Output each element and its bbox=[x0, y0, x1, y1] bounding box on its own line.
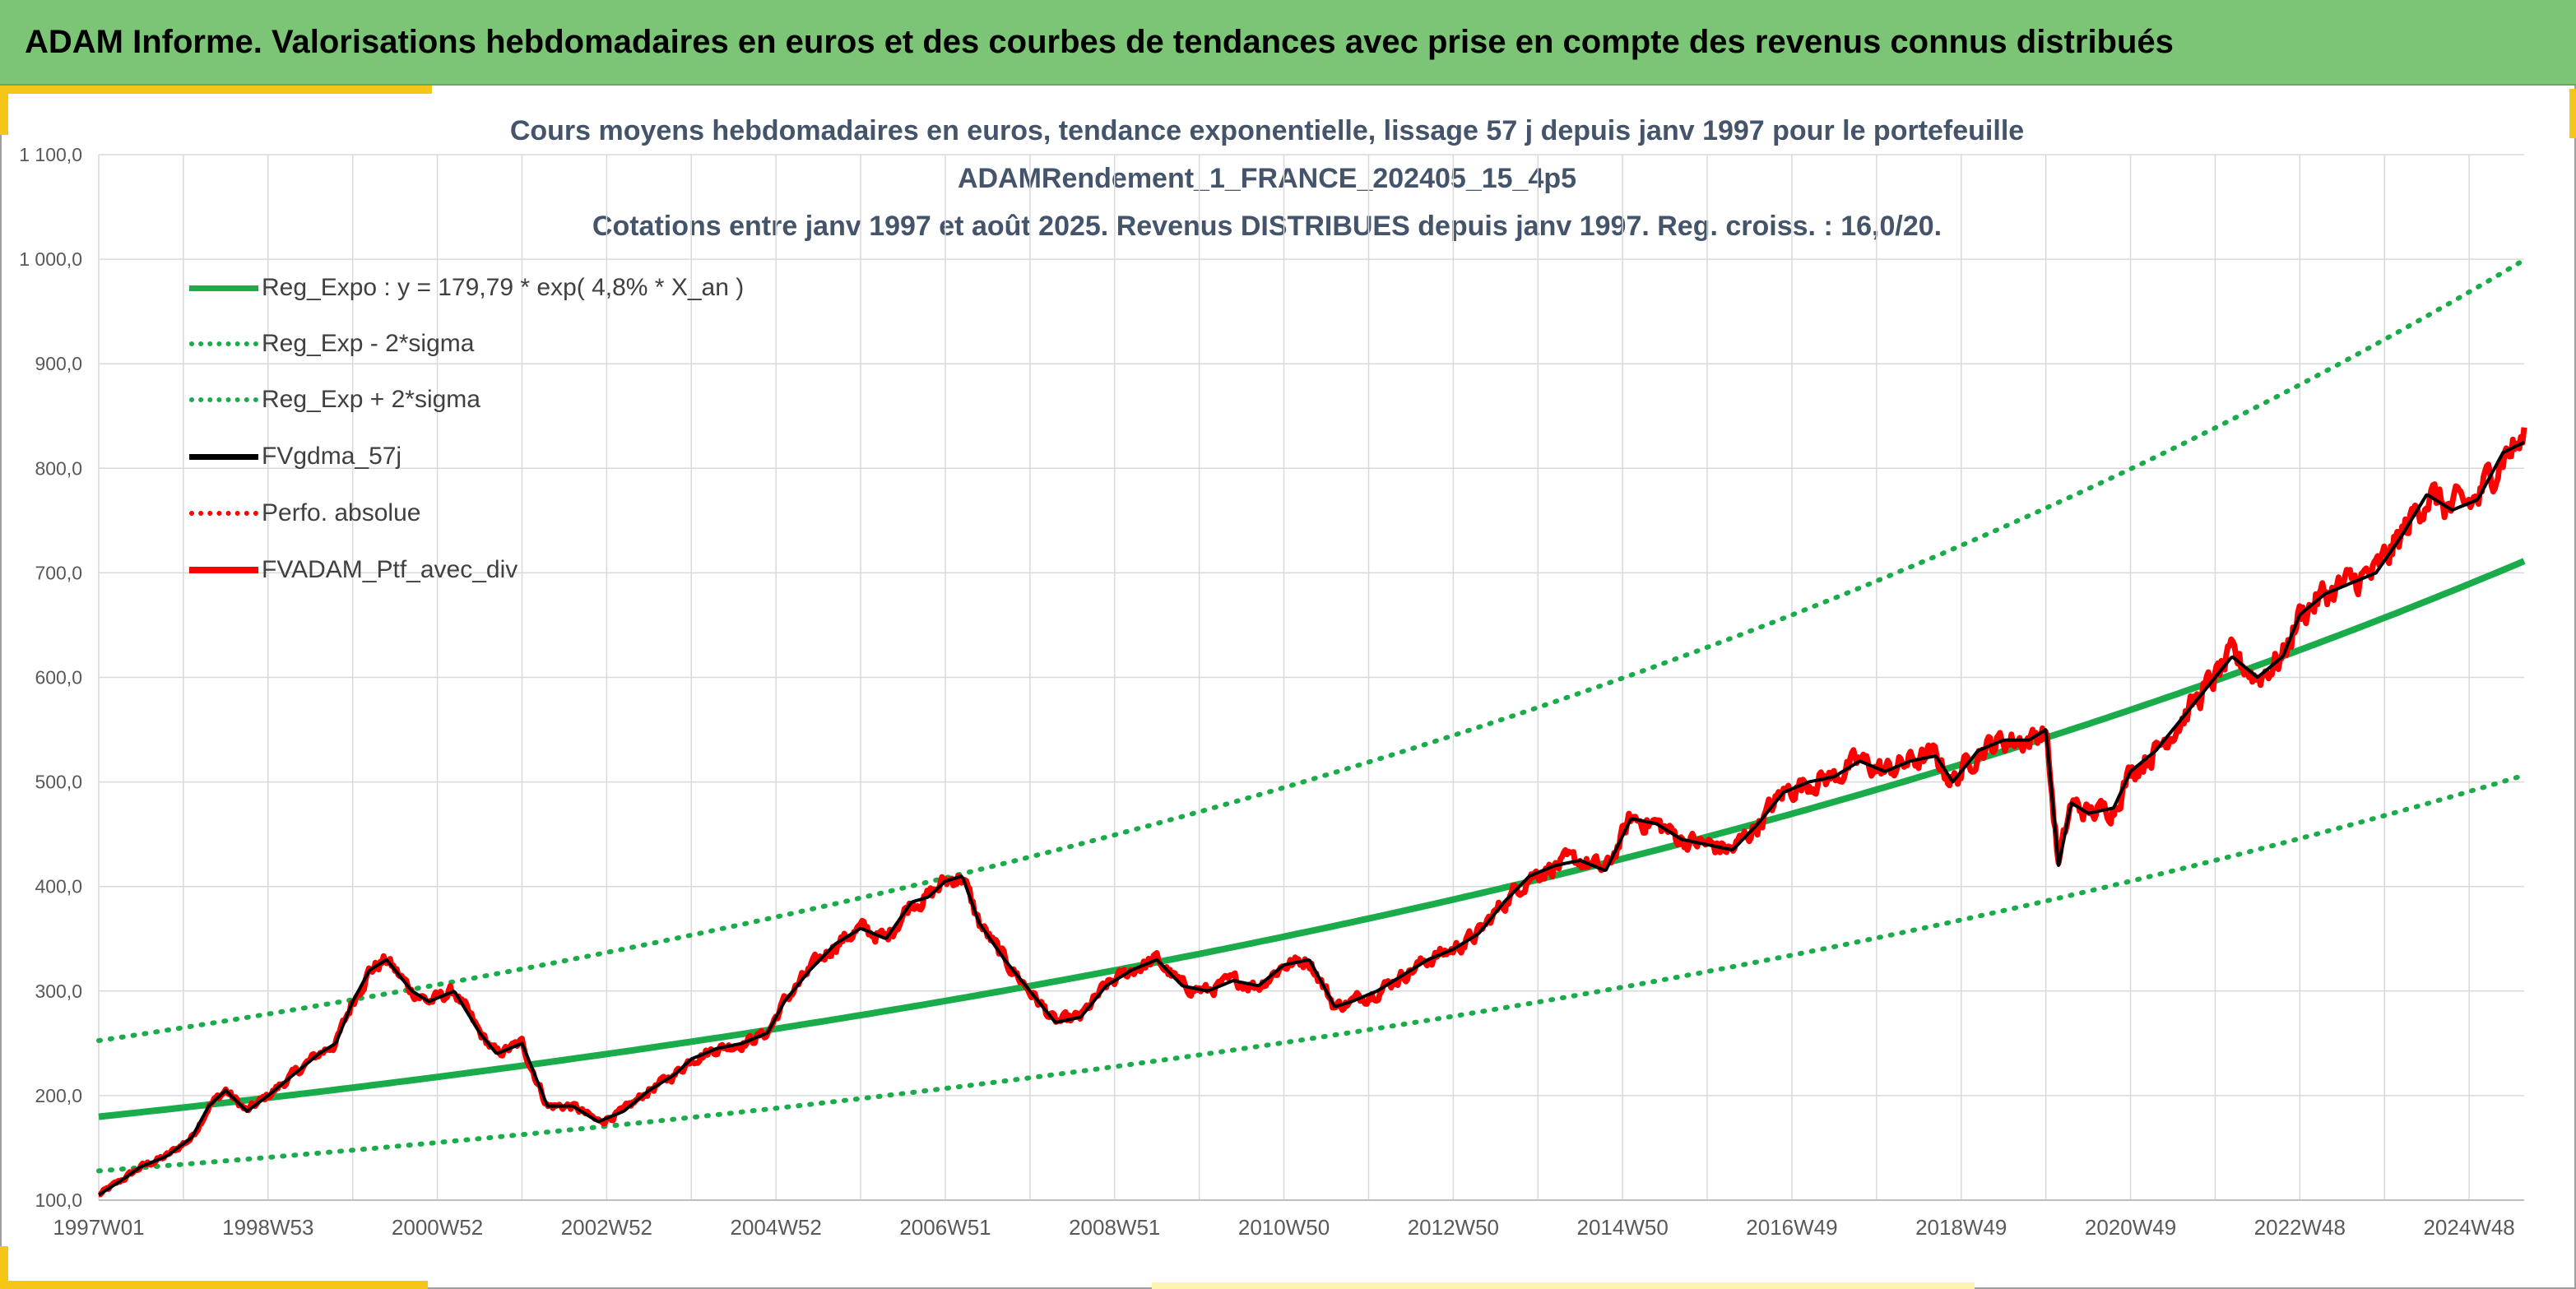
legend-swatch-lower-band bbox=[189, 341, 258, 346]
x-tick-label: 2016W49 bbox=[1746, 1215, 1837, 1240]
series-line-portfolio bbox=[97, 427, 2527, 1198]
x-tick-label: 1997W01 bbox=[53, 1215, 144, 1240]
accent-bar-left bbox=[0, 86, 8, 135]
y-tick-label: 300,0 bbox=[35, 981, 82, 1002]
legend-swatch-perf bbox=[189, 511, 258, 516]
series-lines bbox=[96, 257, 2527, 1198]
grid-lines bbox=[98, 154, 2524, 1201]
legend-item-upper-band: Reg_Exp + 2*sigma bbox=[189, 383, 480, 416]
x-tick-label: 2024W48 bbox=[2423, 1215, 2514, 1240]
legend-label-smooth: FVgdma_57j bbox=[262, 443, 402, 470]
y-tick-label: 400,0 bbox=[35, 876, 82, 897]
x-tick-label: 2010W50 bbox=[1238, 1215, 1330, 1240]
banner-title: ADAM Informe. Valorisations hebdomadaire… bbox=[25, 23, 2174, 60]
chart-title-line-2: ADAMRendement_1_FRANCE_202405_15_4p5 bbox=[957, 163, 1577, 194]
legend-label-lower-band: Reg_Exp - 2*sigma bbox=[262, 330, 475, 357]
x-tick-label: 2006W51 bbox=[899, 1215, 991, 1240]
y-tick-label: 1 000,0 bbox=[19, 248, 82, 270]
series-line-smooth bbox=[97, 440, 2525, 1197]
x-tick-label: 2014W50 bbox=[1576, 1215, 1668, 1240]
legend-item-portfolio: FVADAM_Ptf_avec_div bbox=[189, 554, 518, 587]
x-tick-label: 2002W52 bbox=[561, 1215, 652, 1240]
accent-bar-top bbox=[0, 86, 432, 94]
legend-item-perf: Perfo. absolue bbox=[189, 497, 420, 530]
y-tick-label: 600,0 bbox=[35, 667, 82, 689]
accent-bar-left-bottom bbox=[0, 1246, 8, 1289]
x-axis-ticks: 1997W01 1998W53 2000W52 2002W52 2004W52 2006W… bbox=[53, 1215, 2514, 1240]
chart-title-line-1: Cours moyens hebdomadaires en euros, ten… bbox=[509, 115, 2025, 146]
x-tick-label: 1998W53 bbox=[222, 1215, 313, 1240]
x-tick-label: 2020W49 bbox=[2085, 1215, 2176, 1240]
legend-item-lower-band: Reg_Exp - 2*sigma bbox=[189, 327, 474, 360]
y-tick-label: 800,0 bbox=[35, 457, 82, 479]
y-tick-label: 500,0 bbox=[35, 772, 82, 793]
legend-label-upper-band: Reg_Exp + 2*sigma bbox=[262, 386, 480, 413]
y-tick-label: 900,0 bbox=[35, 353, 82, 374]
y-tick-label: 200,0 bbox=[35, 1085, 82, 1106]
legend-swatch-portfolio bbox=[189, 567, 258, 573]
series-line-lower-band bbox=[96, 772, 2527, 1174]
x-tick-label: 2004W52 bbox=[731, 1215, 822, 1240]
chart-title-line-3: Cotations entre janv 1997 et août 2025. … bbox=[592, 211, 1942, 242]
x-tick-label: 2000W52 bbox=[392, 1215, 483, 1240]
series-line-trend bbox=[98, 558, 2526, 1120]
accent-bar-right bbox=[2569, 89, 2576, 138]
x-tick-label: 2018W49 bbox=[1915, 1215, 2007, 1240]
x-tick-label: 2022W48 bbox=[2254, 1215, 2346, 1240]
legend-label-perf: Perfo. absolue bbox=[262, 499, 421, 526]
accent-bar-bottom-light bbox=[1152, 1282, 1975, 1289]
y-tick-label: 1 100,0 bbox=[19, 144, 82, 165]
legend-swatch-smooth bbox=[189, 453, 258, 460]
legend-item-trend: Reg_Expo : y = 179,79 * exp( 4,8% * X_an… bbox=[189, 271, 744, 304]
legend-label-portfolio: FVADAM_Ptf_avec_div bbox=[262, 556, 518, 583]
x-tick-label: 2012W50 bbox=[1408, 1215, 1499, 1240]
legend-swatch-trend bbox=[189, 285, 258, 291]
y-axis-ticks: 100,0 200,0 300,0 400,0 500,0 600,0 700,0 800,0… bbox=[19, 144, 82, 1211]
legend-swatch-upper-band bbox=[189, 397, 258, 402]
series-line-upper-band bbox=[96, 257, 2527, 1043]
y-tick-label: 100,0 bbox=[35, 1189, 82, 1211]
x-tick-label: 2008W51 bbox=[1069, 1215, 1160, 1240]
legend-item-smooth: FVgdma_57j bbox=[189, 440, 401, 473]
accent-bar-bottom bbox=[0, 1281, 428, 1289]
legend-label-trend: Reg_Expo : y = 179,79 * exp( 4,8% * X_an… bbox=[262, 274, 745, 301]
y-tick-label: 700,0 bbox=[35, 562, 82, 583]
header-banner: ADAM Informe. Valorisations hebdomadaire… bbox=[0, 0, 2576, 86]
